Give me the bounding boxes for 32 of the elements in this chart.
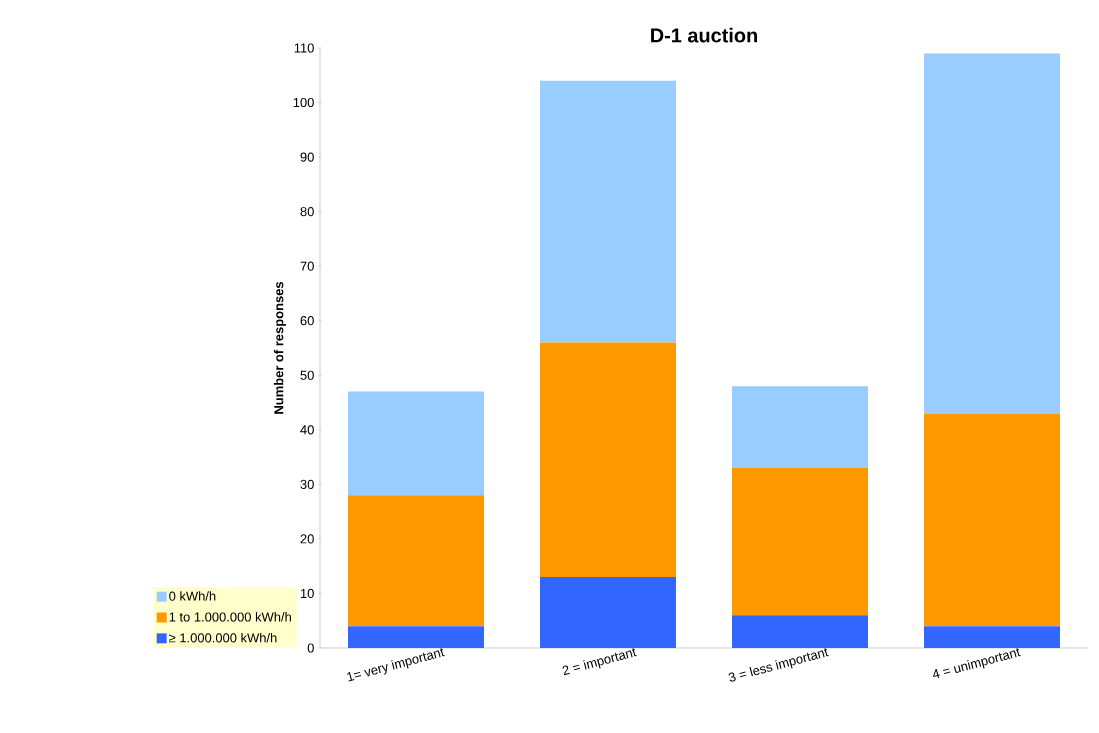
- y-axis-title: Number of responses: [273, 281, 286, 414]
- bar: [540, 577, 677, 648]
- y-tick-label: 110: [294, 43, 314, 53]
- y-tick-label: 80: [300, 207, 314, 217]
- y-tick-label: 20: [300, 534, 314, 544]
- bar: [348, 391, 485, 496]
- y-tick-label: 0: [307, 643, 314, 653]
- legend-label: 1 to 1.000.000 kWh/h: [169, 612, 291, 622]
- x-tick-label: 1= very important: [347, 648, 445, 682]
- y-tick-label: 40: [300, 425, 314, 435]
- y-tick-label: 90: [300, 152, 314, 162]
- y-tick-label: 70: [300, 261, 314, 271]
- bar: [732, 615, 869, 648]
- bar: [924, 413, 1061, 627]
- bar: [924, 53, 1061, 414]
- x-tick-label: 2 = important: [562, 648, 637, 676]
- legend-label: ≥ 1.000.000 kWh/h: [169, 632, 277, 643]
- bar: [732, 467, 869, 616]
- legend-label: 0 kWh/h: [169, 591, 216, 601]
- y-tick-label: 10: [300, 588, 314, 599]
- y-tick-label: 60: [300, 316, 314, 326]
- bar: [348, 626, 485, 648]
- bar: [348, 495, 485, 627]
- x-tick-label: 3 = less important: [728, 648, 829, 682]
- bar: [540, 342, 677, 578]
- bar: [540, 80, 677, 343]
- bar: [732, 386, 869, 468]
- y-tick-label: 30: [300, 479, 314, 489]
- chart-title: D-1 auction: [651, 27, 757, 43]
- y-tick-label: 100: [293, 97, 314, 108]
- y-tick-label: 50: [300, 370, 314, 380]
- bar: [924, 626, 1061, 648]
